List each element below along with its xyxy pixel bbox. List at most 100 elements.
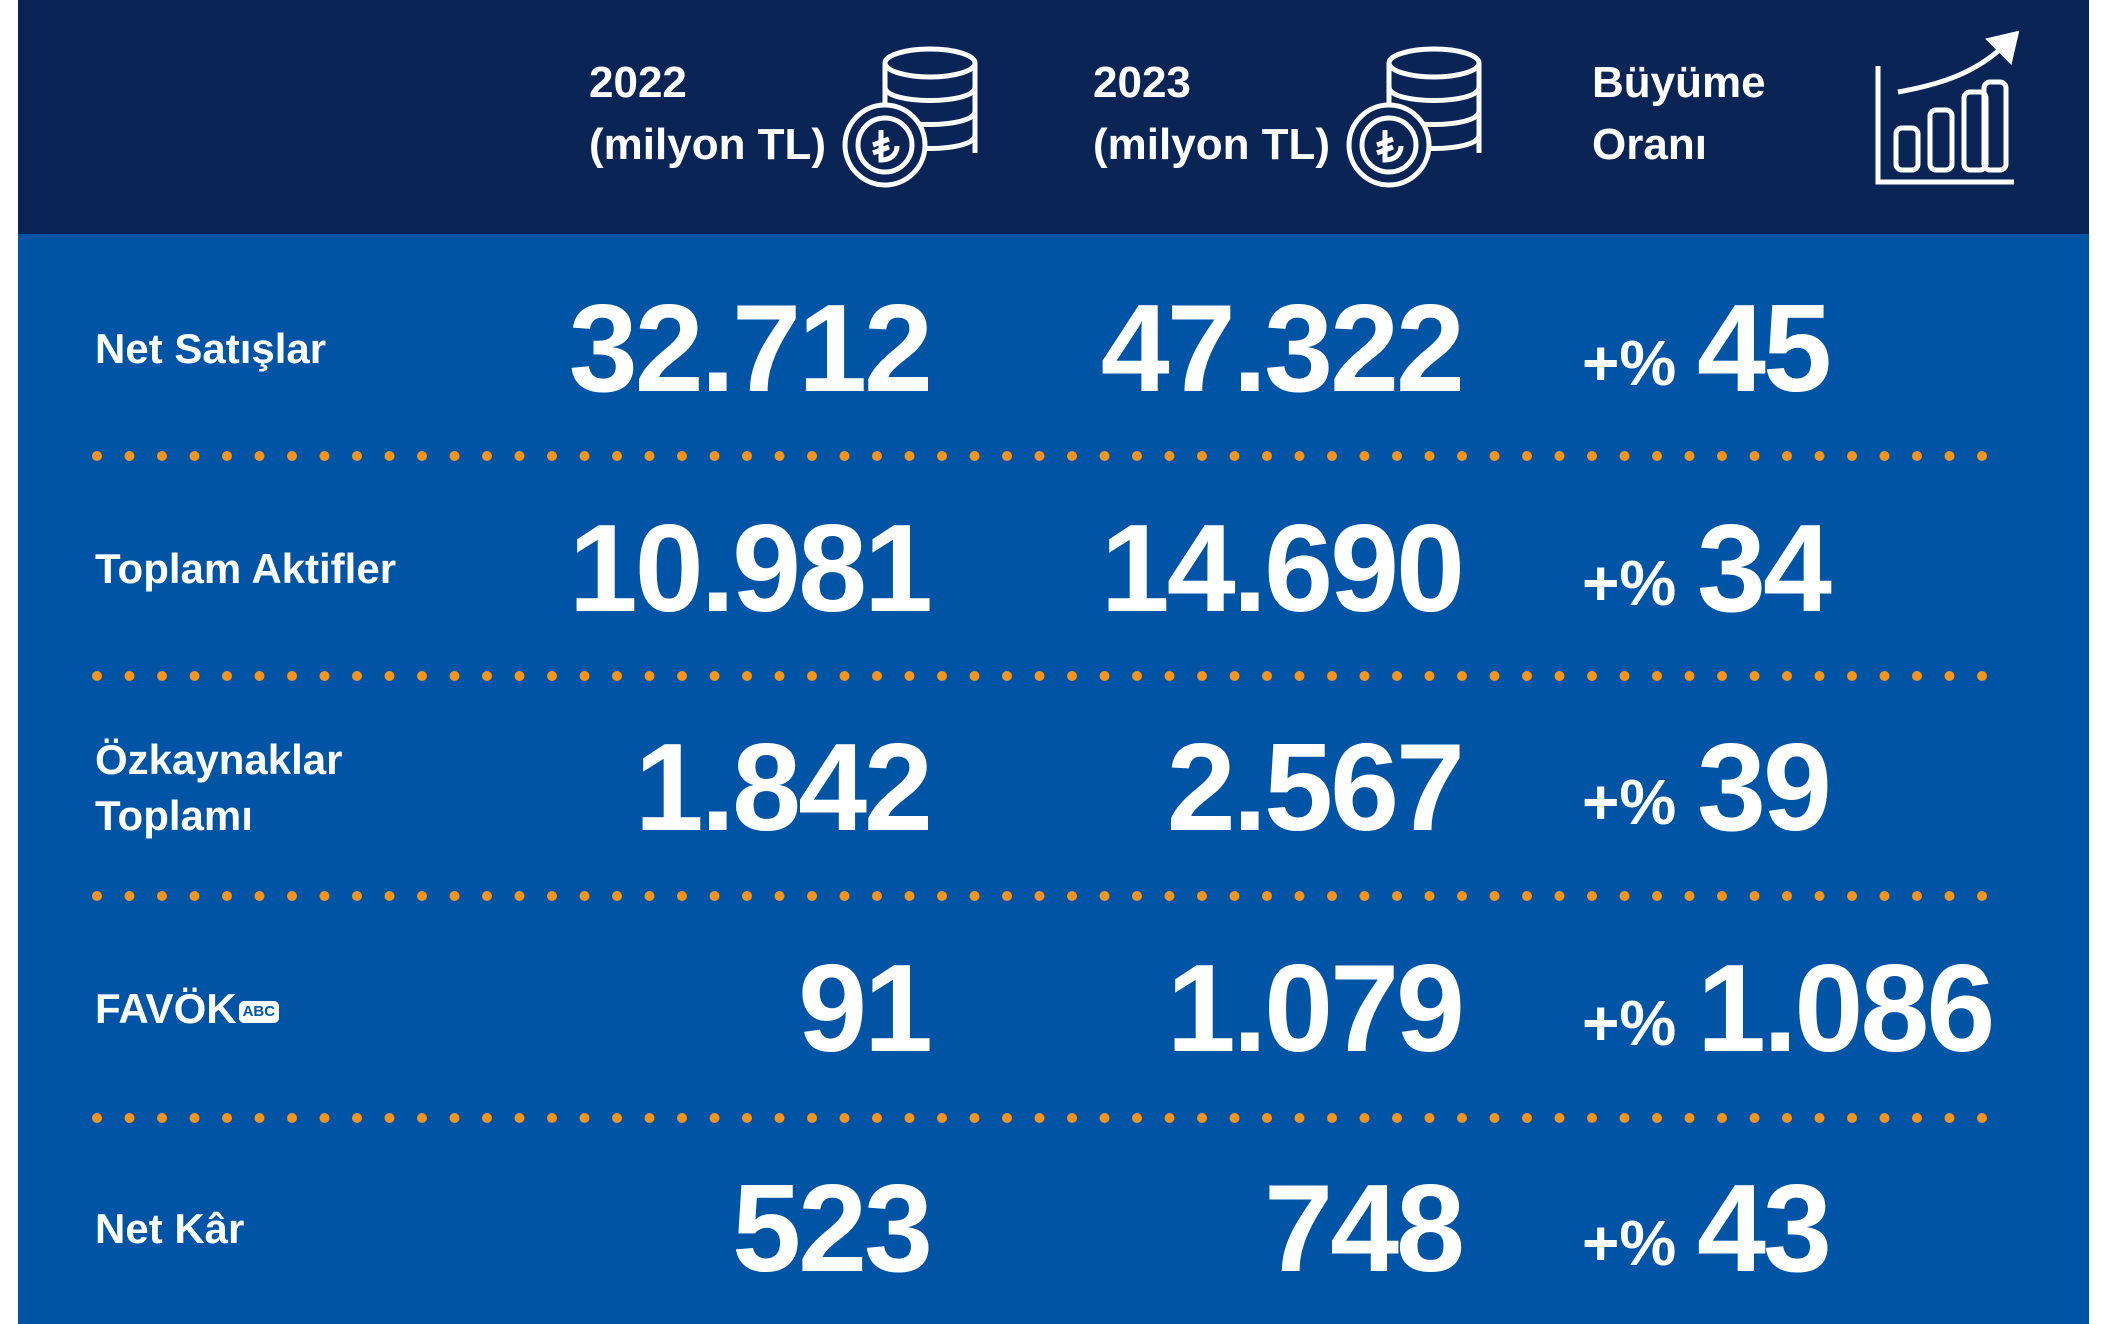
separator-dot (157, 451, 167, 461)
separator-dot (1977, 451, 1987, 461)
separator-dot (1424, 451, 1435, 461)
separator-dot (1197, 671, 1207, 681)
separator-dot (1879, 671, 1890, 681)
separator-dot (709, 891, 720, 901)
separator-dot (417, 891, 427, 901)
separator-dot (969, 891, 980, 901)
separator-dot (449, 671, 460, 681)
separator-dot (287, 451, 297, 461)
separator-dot (1294, 891, 1305, 901)
separator-dot (1782, 891, 1792, 901)
separator-dot (254, 891, 265, 901)
separator-dot (839, 1113, 850, 1123)
separator-dot (904, 451, 915, 461)
separator-dot (579, 1113, 590, 1123)
row-label: Net Kâr (95, 1205, 245, 1252)
separator-dot (1034, 671, 1045, 681)
separator-dot (1164, 451, 1175, 461)
separator-dot (1717, 671, 1727, 681)
separator-dot (1749, 1113, 1760, 1123)
separator-dot (287, 671, 297, 681)
separator-dot (449, 1113, 460, 1123)
separator-dot (807, 1113, 817, 1123)
separator-dot (612, 1113, 622, 1123)
separator-dot (1099, 451, 1110, 461)
separator-dot (579, 451, 590, 461)
growth-sign: +% (1582, 327, 1677, 399)
separator-dot (157, 1113, 167, 1123)
separator-dot (1489, 671, 1500, 681)
separator-dot (384, 451, 395, 461)
separator-dot (1099, 671, 1110, 681)
separator-dot (1652, 1113, 1662, 1123)
separator-dot (1262, 671, 1272, 681)
separator-dot (547, 451, 557, 461)
separator-dot (482, 891, 492, 901)
separator-dot (189, 451, 200, 461)
separator-dot (1229, 671, 1240, 681)
separator-dot (904, 671, 915, 681)
separator-dot (1977, 671, 1987, 681)
separator-dot (807, 891, 817, 901)
separator-dot (1912, 451, 1922, 461)
separator-dot (1197, 1113, 1207, 1123)
separator-dot (1782, 671, 1792, 681)
separator-dot (1717, 451, 1727, 461)
separator-dot (872, 451, 882, 461)
separator-dot (1879, 1113, 1890, 1123)
separator-dot (1944, 891, 1955, 901)
separator-dot (1879, 451, 1890, 461)
separator-dot (547, 671, 557, 681)
separator-dot (709, 671, 720, 681)
row-label: Net Satışlar (95, 325, 327, 372)
separator-dot (92, 891, 102, 901)
separator-dot (1002, 671, 1012, 681)
separator-dot (514, 671, 525, 681)
separator-dot (579, 671, 590, 681)
separator-dot (1067, 1113, 1077, 1123)
separator-dot (514, 1113, 525, 1123)
separator-dot (1197, 451, 1207, 461)
separator-dot (1522, 671, 1532, 681)
value-2022: 91 (798, 940, 933, 1078)
separator-dot (937, 891, 947, 901)
value-2022: 10.981 (568, 500, 933, 638)
separator-dot (1554, 891, 1565, 901)
separator-dot (1782, 451, 1792, 461)
separator-dot (1294, 1113, 1305, 1123)
separator-dot (872, 671, 882, 681)
separator-dot (1457, 671, 1467, 681)
separator-dot (319, 891, 330, 901)
separator-dot (1327, 451, 1337, 461)
separator-dot (417, 1113, 427, 1123)
separator-dot (742, 1113, 752, 1123)
separator-dot (319, 451, 330, 461)
separator-dot (1132, 891, 1142, 901)
row-label: Özkaynaklar (95, 736, 343, 783)
separator-dot (1522, 1113, 1532, 1123)
separator-dot (742, 451, 752, 461)
separator-dot (709, 451, 720, 461)
value-2022: 32.712 (568, 280, 933, 418)
separator-dot (969, 451, 980, 461)
separator-dot (937, 671, 947, 681)
separator-dot (1457, 891, 1467, 901)
separator-dot (222, 891, 232, 901)
growth-sign: +% (1582, 1207, 1677, 1279)
separator-dot (774, 671, 785, 681)
separator-dot (1847, 891, 1857, 901)
separator-dot (1554, 1113, 1565, 1123)
separator-dot (1229, 451, 1240, 461)
separator-dot (1262, 1113, 1272, 1123)
separator-dot (352, 891, 362, 901)
separator-dot (1587, 451, 1597, 461)
row-label: Toplamı (95, 792, 253, 839)
separator-dot (1944, 671, 1955, 681)
separator-dot (969, 1113, 980, 1123)
separator-dot (1327, 671, 1337, 681)
separator-dot (1522, 891, 1532, 901)
growth-value: 34 (1697, 500, 1832, 638)
growth-sign: +% (1582, 766, 1677, 838)
separator-dot (644, 671, 655, 681)
